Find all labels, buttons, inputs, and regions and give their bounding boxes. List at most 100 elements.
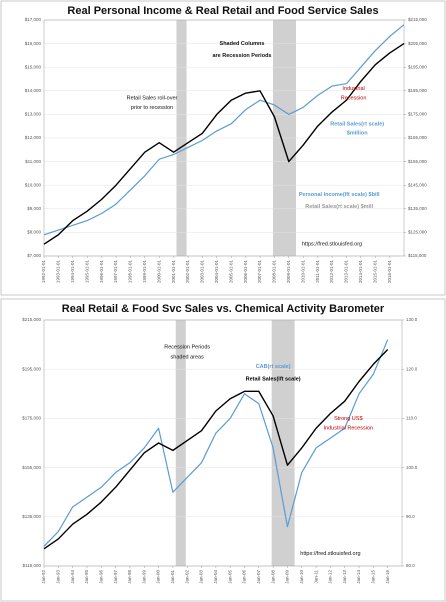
- x-tick-label: Jan-05: [227, 570, 232, 584]
- annotation: Recession: [341, 95, 367, 101]
- x-tick-label: Jan-14: [356, 570, 361, 584]
- x-tick-label: 1996-01-01: [99, 260, 104, 284]
- series-line: [43, 24, 405, 236]
- y2-tick-label: $155,000: [408, 159, 427, 164]
- annotation: Strong US$: [334, 416, 362, 422]
- y-tick-label: $195,000: [22, 366, 41, 371]
- y-tick-label: $155,000: [22, 465, 41, 470]
- x-tick-label: Jan-01: [170, 570, 175, 584]
- x-tick-label: Jan-12: [328, 570, 333, 584]
- y-tick-label: $12,000: [25, 135, 42, 140]
- annotation: Industrial Recession: [324, 426, 374, 432]
- y2-tick-label: $125,000: [408, 230, 427, 235]
- y-tick-label: $13,000: [25, 112, 42, 117]
- y2-tick-label: 100.0: [406, 465, 418, 470]
- x-tick-label: Jan-15: [371, 570, 376, 584]
- x-tick-label: 1999-01-01: [142, 260, 147, 284]
- x-tick-label: Jan-07: [256, 570, 261, 584]
- x-tick-label: Jan-92: [41, 570, 46, 584]
- x-tick-label: 2008-01-01: [272, 260, 277, 284]
- chart-income-retail: Real Personal Income & Real Retail and F…: [0, 0, 446, 296]
- x-tick-label: 2011-01-01: [315, 260, 320, 283]
- x-tick-label: Jan-06: [242, 570, 247, 584]
- annotation: Retail Sales roll-over: [127, 95, 178, 101]
- annotation: https://fred.stlouisfed.org: [300, 551, 360, 557]
- x-tick-label: Jan-09: [285, 570, 290, 584]
- x-tick-label: 2015-01-01: [372, 260, 377, 284]
- y2-tick-label: 110.0: [406, 416, 417, 421]
- y-tick-label: $135,000: [22, 514, 41, 519]
- y-tick-label: $7,000: [27, 253, 41, 258]
- x-tick-label: 2012-01-01: [329, 260, 334, 284]
- x-tick-label: 2002-01-01: [185, 260, 190, 284]
- annotation: Retail Sales(rt scale): [330, 121, 384, 127]
- y2-tick-label: $135,000: [408, 206, 427, 211]
- annotation: shaded areas: [171, 354, 205, 360]
- y2-tick-label: $195,000: [408, 64, 427, 69]
- recession-band: [271, 320, 295, 566]
- y-tick-label: $9,000: [27, 206, 41, 211]
- x-tick-label: 2001-01-01: [171, 260, 176, 284]
- y2-tick-label: $115,000: [408, 253, 427, 258]
- x-tick-label: Jan-93: [56, 570, 61, 584]
- y2-tick-label: $185,000: [408, 88, 427, 93]
- y2-tick-label: $205,000: [408, 41, 427, 46]
- annotation: https://fred.stlouisfed.org: [302, 242, 362, 248]
- series-line: [43, 339, 389, 547]
- y2-tick-label: 90.0: [406, 514, 415, 519]
- chart-retail-cab: Real Retail & Food Svc Sales vs. Chemica…: [0, 298, 446, 602]
- y2-tick-label: 120.0: [406, 366, 418, 371]
- x-tick-label: Jan-08: [270, 570, 275, 584]
- x-tick-label: Jan-13: [342, 570, 347, 584]
- x-tick-label: 1995-01-01: [84, 260, 89, 284]
- x-tick-label: 1998-01-01: [128, 260, 133, 284]
- y-tick-label: $10,000: [25, 182, 42, 187]
- series-line: [43, 43, 405, 245]
- y-tick-label: $14,000: [25, 88, 42, 93]
- chart-frame: [0, 298, 446, 602]
- plot-border: [43, 319, 403, 567]
- x-tick-label: Jan-10: [299, 570, 304, 584]
- y2-tick-label: $145,000: [408, 182, 427, 187]
- x-tick-label: Jan-04: [213, 570, 218, 584]
- series-line: [43, 349, 389, 550]
- chart-title: Real Retail & Food Svc Sales vs. Chemica…: [62, 303, 385, 315]
- plot-border: [43, 19, 405, 257]
- x-tick-label: 2000-01-01: [156, 260, 161, 284]
- legend-entry: CAB(rt scale): [256, 364, 291, 370]
- x-tick-label: Jan-96: [98, 570, 103, 584]
- x-tick-label: 2003-01-01: [200, 260, 205, 284]
- y2-tick-label: $215,000: [408, 17, 427, 22]
- x-tick-label: Jan-02: [184, 570, 189, 584]
- y-tick-label: $16,000: [25, 41, 42, 46]
- x-tick-label: Jan-98: [127, 570, 132, 584]
- chart-title: Real Personal Income & Real Retail and F…: [67, 5, 378, 17]
- y2-tick-label: 80.0: [406, 563, 415, 568]
- legend-entry: Retail Sales(rt scale) $mill: [305, 204, 373, 210]
- chart-frame: [0, 0, 446, 296]
- annotation: prior to recession: [131, 105, 173, 111]
- x-tick-label: 1994-01-01: [70, 260, 75, 284]
- recession-band: [175, 320, 186, 566]
- x-tick-label: Jan-03: [199, 570, 204, 584]
- y-tick-label: $8,000: [27, 230, 41, 235]
- y-tick-label: $11,000: [25, 159, 41, 164]
- x-tick-label: 2009-01-01: [286, 260, 291, 284]
- x-tick-label: 2010-01-01: [300, 260, 305, 284]
- x-tick-label: Jan-99: [141, 570, 146, 584]
- x-tick-label: 2006-01-01: [243, 260, 248, 284]
- x-tick-label: 1993-01-01: [56, 260, 61, 284]
- annotation: are Recession Periods: [212, 53, 271, 59]
- x-tick-label: Jan-94: [70, 570, 75, 584]
- x-tick-label: Jan-00: [156, 570, 161, 584]
- x-tick-label: 2007-01-01: [257, 260, 262, 284]
- legend-entry: Personal Income(lft scale) $bill: [299, 192, 380, 198]
- x-tick-label: 1997-01-01: [113, 260, 118, 284]
- y-tick-label: $175,000: [22, 416, 41, 421]
- annotation: Industrial: [342, 86, 364, 92]
- x-tick-label: Jan-97: [113, 570, 118, 584]
- legend-entry: Retail Sales(lft scale): [246, 376, 301, 382]
- x-tick-label: 2014-01-01: [358, 260, 363, 284]
- y-tick-label: $115,000: [23, 563, 42, 568]
